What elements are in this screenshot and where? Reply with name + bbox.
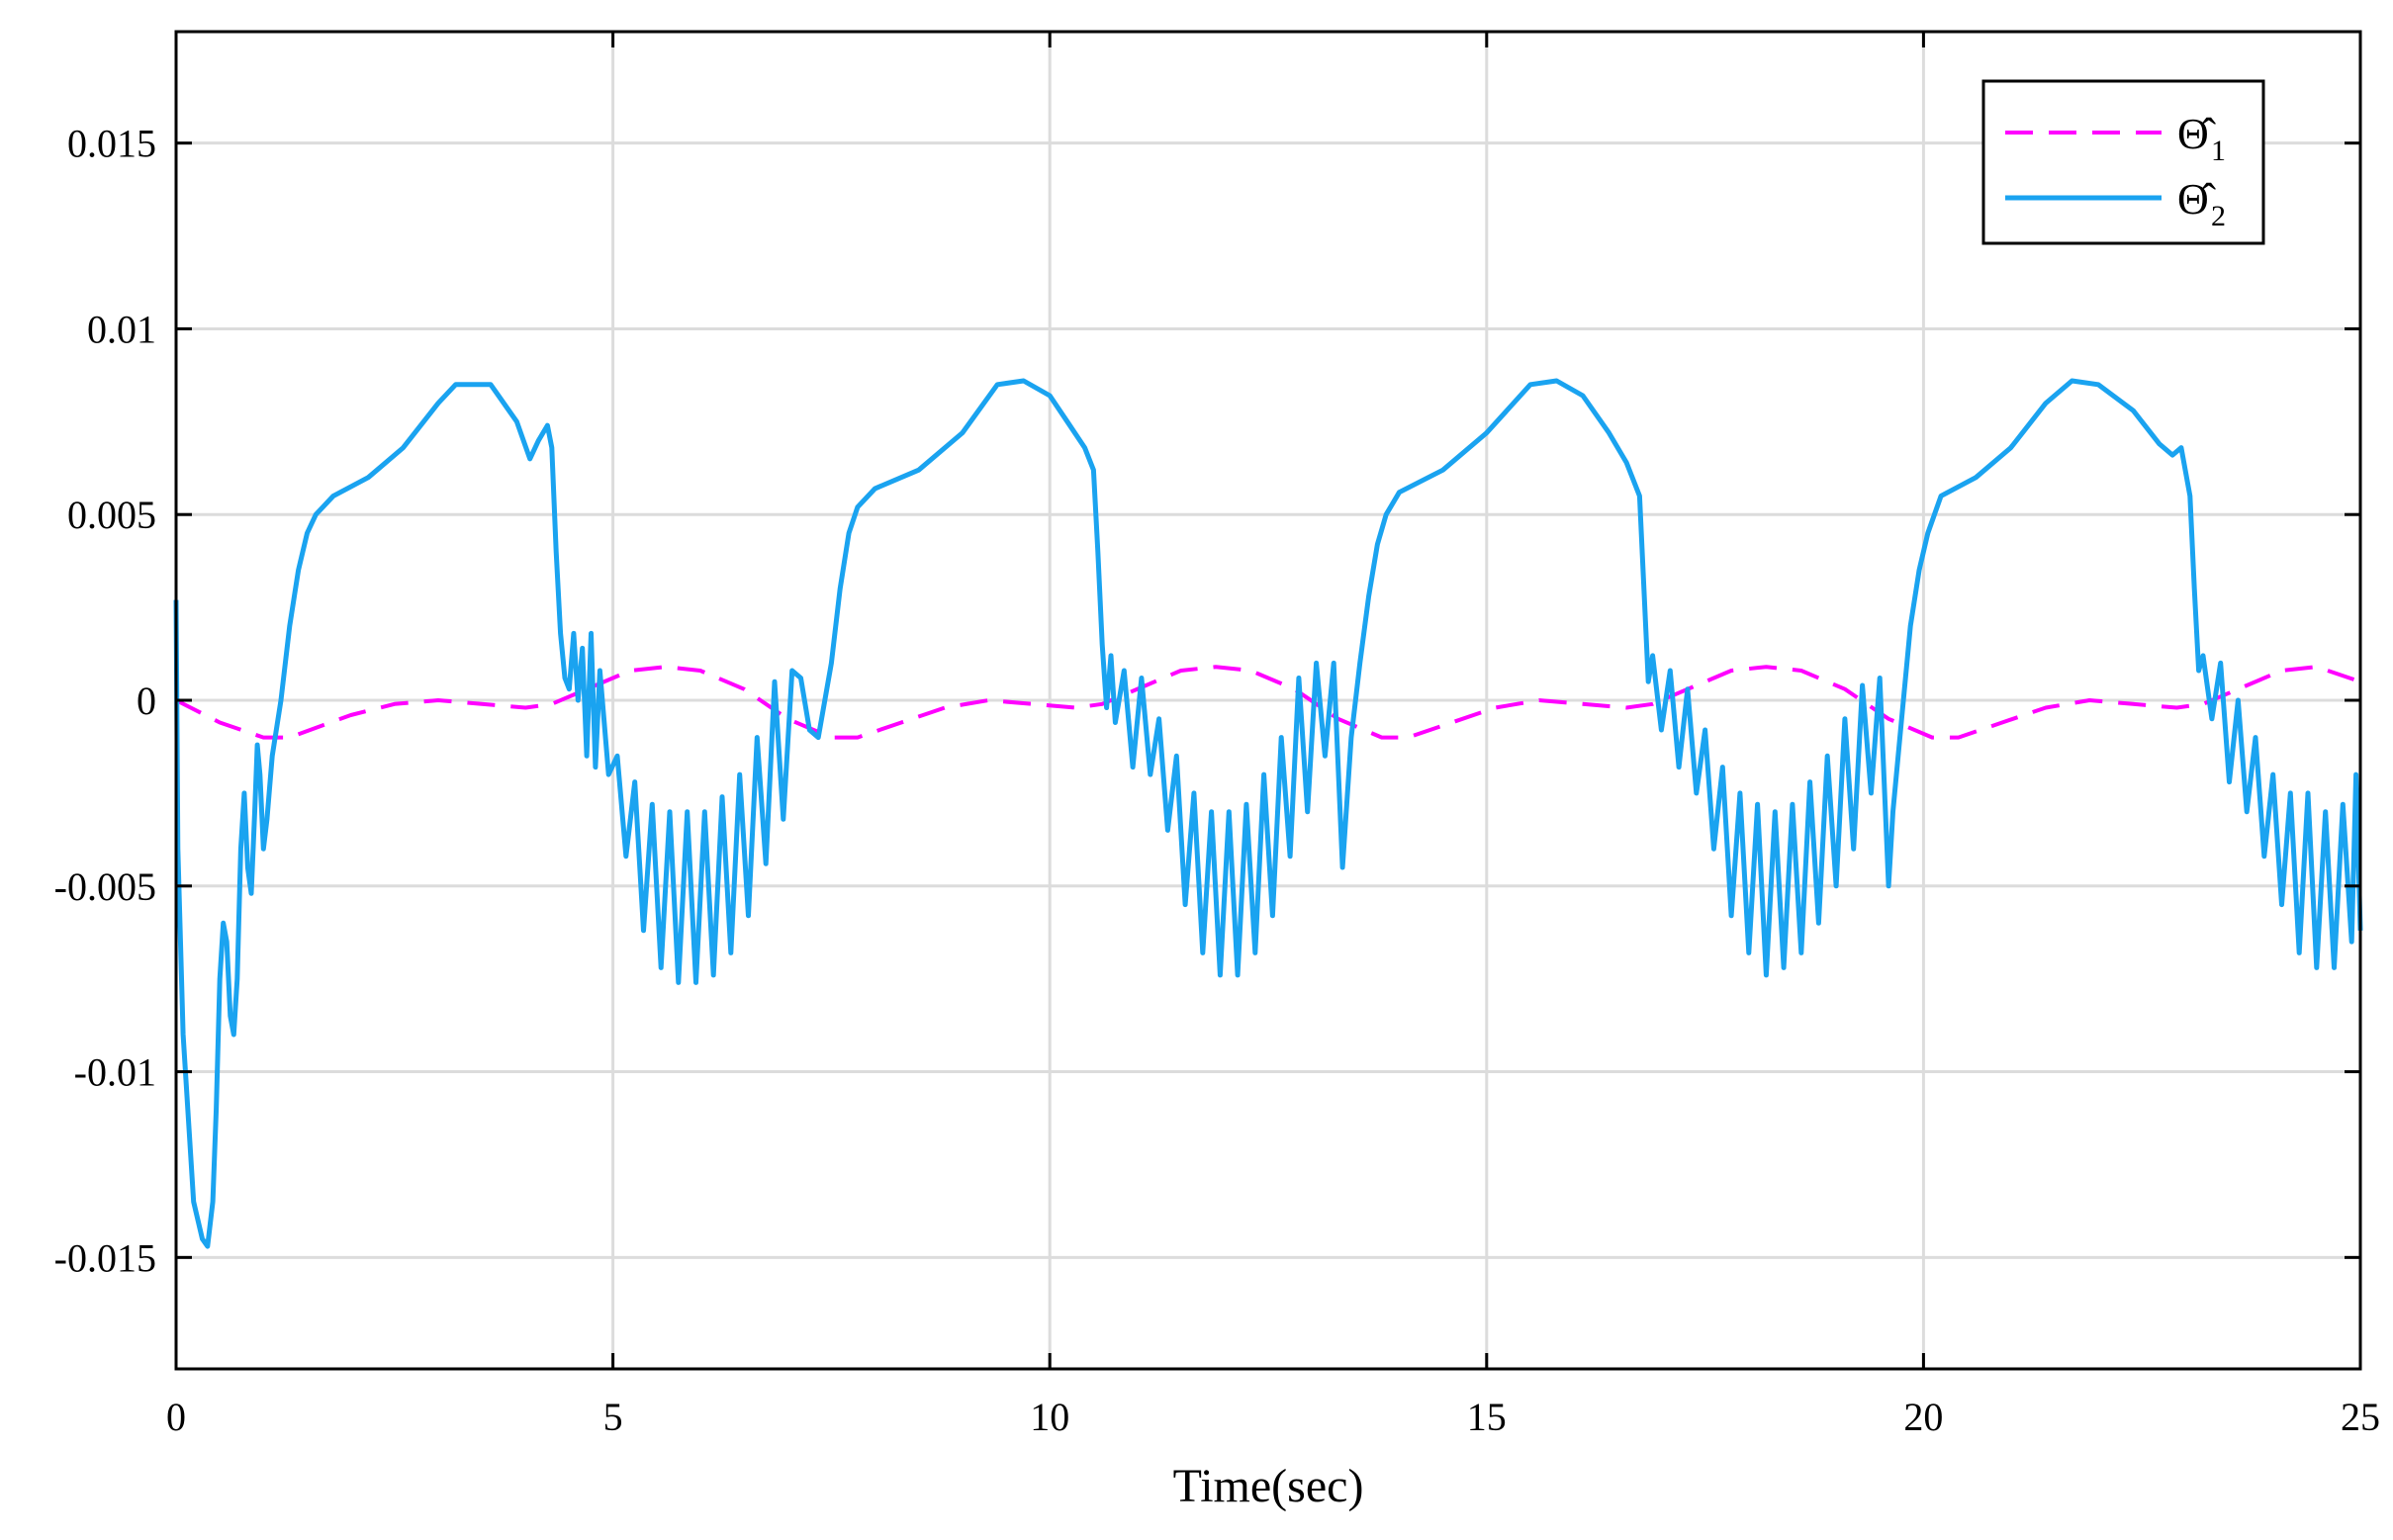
series-line-1: [175, 665, 2361, 740]
y-tick-label: 0: [137, 679, 156, 723]
x-axis-ticks: 0 5 10 15 20 25: [166, 32, 2380, 1439]
x-tick-label: 0: [166, 1395, 186, 1439]
legend-box: [1981, 79, 2265, 245]
series-layer: [173, 378, 2363, 1249]
x-tick-label: 25: [2341, 1395, 2380, 1439]
legend-label-subscript-2: 2: [2211, 200, 2226, 232]
x-tick-label: 20: [1903, 1395, 1943, 1439]
legend-label-subscript-1: 1: [2211, 135, 2226, 167]
y-tick-label: -0.01: [74, 1050, 156, 1095]
legend: Θ̂ 1Θ̂ 2: [1981, 79, 2265, 245]
y-tick-label: -0.015: [54, 1235, 156, 1280]
x-tick-label: 15: [1467, 1395, 1507, 1439]
y-axis-ticks: -0.015 -0.01 -0.005 0 0.005 0.01 0.015: [54, 122, 2360, 1280]
y-tick-label: 0.005: [67, 493, 156, 537]
series-line-2: [173, 378, 2363, 1249]
y-tick-label: -0.005: [54, 864, 156, 909]
grid-lines: [174, 32, 2362, 1369]
x-tick-label: 10: [1030, 1395, 1069, 1439]
x-axis-title: Time(sec): [1173, 1460, 1364, 1512]
x-tick-label: 5: [603, 1395, 623, 1439]
y-tick-label: 0.01: [87, 307, 156, 351]
y-tick-label: 0.015: [67, 122, 156, 166]
